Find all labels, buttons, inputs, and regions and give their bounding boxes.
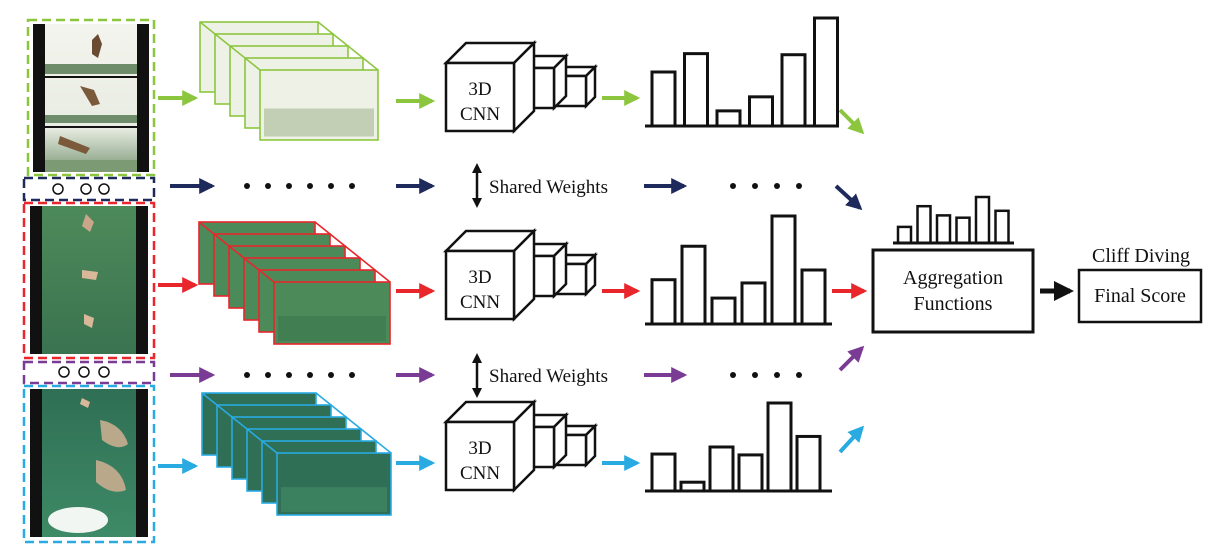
histogram-bar (708, 445, 735, 493)
shared-weights-label-2: Shared Weights (489, 366, 608, 387)
histogram-bar (800, 268, 827, 326)
cnn-label-line1: 3D (468, 79, 491, 100)
histogram-bar (780, 53, 807, 128)
cnn-label-line1: 3D (468, 438, 491, 459)
histogram-icon-top (645, 16, 839, 128)
histogram-bar (680, 244, 707, 326)
final-score-label: Final Score (1094, 285, 1186, 307)
cnn-cube-icon-bottom: 3D CNN (442, 398, 599, 494)
clip-edge (199, 21, 261, 71)
cnn-label-line1: 3D (468, 267, 491, 288)
cnn-cube-icon-top: 3D CNN (442, 39, 599, 135)
histogram-bar (766, 401, 793, 493)
ellipsis-box-navy (22, 176, 156, 202)
arrow-navy-4 (834, 184, 863, 211)
cnn-cube-icon-middle: 3D CNN (442, 227, 599, 323)
ellipsis-box-purple (22, 360, 156, 385)
histogram-bar (737, 453, 764, 493)
clip-image (281, 487, 387, 512)
histogram-bar (650, 452, 677, 493)
histogram-bar (748, 95, 774, 128)
aggregation-label-line1: Aggregation (903, 267, 1003, 289)
clip-stack-blue (201, 392, 392, 516)
histogram-bar (955, 216, 971, 245)
clip-stack-green (199, 21, 379, 141)
histogram-bar (650, 70, 677, 128)
histogram-bar (935, 214, 952, 245)
cnn-label-line2: CNN (460, 104, 500, 125)
histogram-bar (710, 296, 737, 326)
aggregation-box (871, 248, 1035, 334)
arrow-purple-4 (838, 345, 865, 372)
shared-weights-label-1: Shared Weights (489, 177, 608, 198)
histogram-bar (974, 195, 991, 245)
clip-stack-red (198, 221, 391, 345)
clip-edge (201, 392, 278, 454)
output-title: Cliff Diving (1092, 245, 1190, 267)
clip-edge (198, 221, 275, 283)
cnn-label-line2: CNN (460, 463, 500, 484)
aggregation-label-line2: Functions (914, 293, 993, 315)
arrow-hist-to-agg-green (838, 108, 865, 135)
cnn-label-line2: CNN (460, 292, 500, 313)
histogram-bar (994, 209, 1010, 245)
histogram-icon-middle (645, 214, 832, 326)
final-score-box (1077, 268, 1203, 324)
clip-image (264, 108, 374, 137)
cube-front (444, 420, 516, 492)
ellipsis-dots-icon (244, 183, 802, 378)
clip-image (278, 316, 386, 341)
cube-front (444, 61, 516, 133)
histogram-bar (740, 281, 767, 326)
histogram-bar (715, 109, 742, 128)
clip-edge (317, 21, 379, 71)
arrow-hist-to-agg-blue (838, 425, 865, 454)
histogram-bar (896, 225, 913, 245)
histogram-icon-bottom (645, 401, 832, 493)
film-strip-green (26, 18, 156, 177)
histogram-icon-aggregated (893, 195, 1014, 245)
histogram-bar (916, 204, 932, 245)
histogram-bar (683, 52, 709, 128)
clip-edge (314, 221, 391, 283)
histogram-bar (813, 16, 839, 128)
histogram-bar (650, 278, 677, 326)
film-strip-blue (22, 384, 156, 544)
histogram-bar (795, 434, 822, 493)
cube-front (444, 249, 516, 321)
clip-edge (315, 392, 392, 454)
film-strip-red (22, 201, 156, 360)
histogram-bar (770, 214, 797, 326)
